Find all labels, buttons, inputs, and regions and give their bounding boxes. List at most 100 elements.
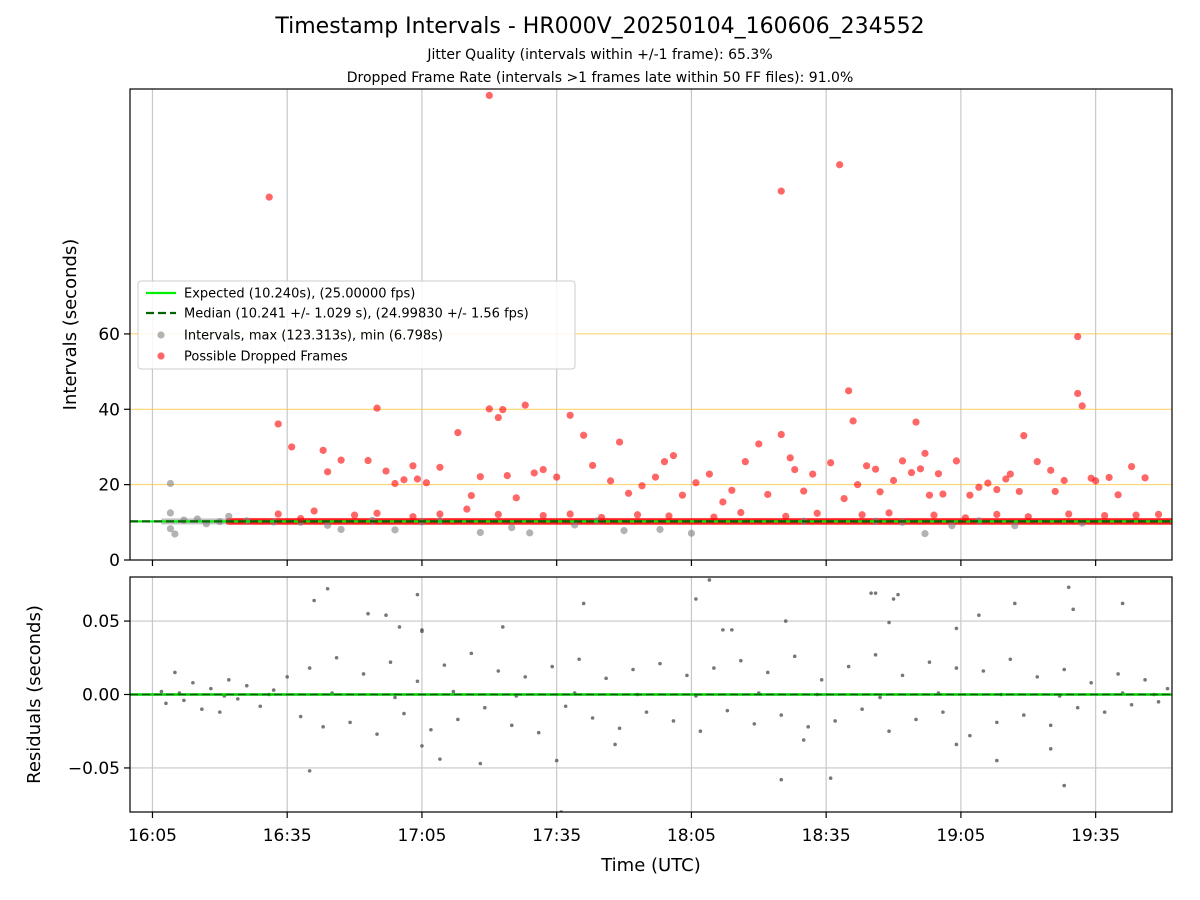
dropped-frame-point [422, 479, 431, 487]
residual-point [846, 664, 851, 669]
dropped-frame-point [553, 473, 561, 481]
residual-point [429, 727, 433, 732]
residual-point [1129, 702, 1134, 707]
residual-point [402, 711, 406, 716]
dropped-frame-point [665, 512, 673, 520]
chart-title: Timestamp Intervals - HR000V_20250104_16… [275, 14, 925, 39]
top-y-tick-label: 40 [98, 400, 120, 420]
dropped-frame-point [889, 476, 898, 485]
bottom-y-tick-label: −0.05 [68, 759, 120, 779]
residual-point [617, 726, 622, 731]
residual-point [954, 666, 959, 670]
dropped-frame-point [413, 475, 422, 483]
residual-point [694, 597, 698, 601]
dropped-frame-point [916, 465, 925, 473]
residual-point [1048, 723, 1053, 728]
residual-point [1156, 700, 1161, 704]
top-marks [130, 91, 1172, 538]
legend: Expected (10.240s), (25.00000 fps) Median… [137, 280, 576, 370]
legend-median-label: Median (10.241 +/- 1.029 s), (24.99830 +… [184, 307, 529, 322]
residual-point [631, 667, 635, 672]
residual-point [698, 729, 703, 734]
dropped-frame-point [692, 479, 700, 487]
dropped-frame-point [737, 508, 745, 517]
dropped-frame-point [521, 401, 529, 409]
dropped-frame-point [660, 458, 669, 466]
residual-point [509, 723, 514, 728]
dropped-frame-point [467, 491, 475, 500]
x-tick-label: 17:05 [397, 826, 446, 846]
residual-point [173, 670, 177, 675]
residual-point [1071, 607, 1075, 612]
residual-point [801, 738, 806, 742]
dropped-frame-point [1015, 487, 1023, 496]
interval-point [180, 516, 188, 524]
dropped-frame-point [494, 413, 502, 422]
residual-point [995, 758, 999, 763]
residual-point [954, 626, 959, 631]
interval-point [391, 526, 399, 534]
dropped-frame-rate-subtitle: Dropped Frame Rate (intervals >1 frames … [346, 70, 854, 86]
residual-point [456, 717, 460, 722]
interval-point [656, 525, 664, 534]
dropped-frame-point [409, 462, 417, 470]
dropped-frame-point [907, 468, 916, 477]
dropped-frame-point [840, 494, 848, 503]
dropped-frame-point [373, 509, 381, 517]
residual-point [550, 664, 554, 669]
residual-point [981, 669, 986, 673]
dropped-frame-point [615, 438, 624, 446]
dropped-frame-point [503, 471, 511, 480]
dropped-frame-point [777, 187, 785, 195]
x-tick-label: 17:35 [532, 826, 581, 846]
dropped-frame-point [310, 507, 318, 515]
residual-point [752, 722, 757, 726]
residual-point [896, 592, 900, 597]
residual-point [182, 698, 186, 703]
dropped-frame-point [373, 404, 381, 412]
dropped-frame-point [1006, 470, 1014, 478]
dropped-frame-point [1114, 491, 1122, 499]
dropped-frame-point [597, 513, 606, 522]
dropped-frame-point [337, 456, 345, 464]
dropped-frame-point [350, 511, 359, 519]
residual-point [819, 678, 824, 682]
residual-point [366, 611, 370, 616]
residual-point [1116, 672, 1120, 676]
bottom-y-axis-label: Residuals (seconds) [24, 605, 45, 784]
dropped-frame-point [858, 511, 866, 519]
residual-point [1075, 705, 1080, 710]
residual-point [218, 710, 222, 714]
dropped-frame-point [885, 509, 893, 517]
dropped-frame-point [912, 418, 920, 426]
legend-box [137, 280, 576, 370]
interval-point [948, 522, 956, 530]
residual-point [164, 701, 168, 706]
residual-point [375, 732, 379, 736]
dropped-frame-point [898, 457, 907, 465]
dropped-frame-point [1051, 487, 1059, 496]
dropped-frame-point [580, 431, 588, 439]
dropped-frame-point [1033, 458, 1041, 466]
residual-point [258, 704, 263, 709]
residual-point [927, 660, 932, 664]
dropped-frame-point [1065, 510, 1073, 518]
dropped-frame-point [1047, 466, 1055, 474]
x-tick-label: 16:05 [128, 826, 177, 846]
residual-point [891, 597, 896, 601]
residual-point [348, 720, 352, 725]
bottom-y-tick-label: 0.05 [82, 612, 120, 632]
interval-point [225, 512, 233, 520]
x-tick-label: 18:05 [667, 826, 716, 846]
dropped-frame-point [755, 440, 763, 448]
x-tick-label: 19:35 [1071, 826, 1120, 846]
dropped-frame-point [786, 454, 794, 462]
legend-dropped-swatch [157, 352, 165, 360]
residual-point [1035, 675, 1040, 679]
dropped-frame-point [638, 482, 646, 490]
dropped-frame-point [777, 430, 785, 439]
residual-point [554, 758, 559, 763]
dropped-frame-point [530, 469, 538, 477]
residual-point [671, 719, 676, 723]
interval-point [620, 527, 628, 535]
